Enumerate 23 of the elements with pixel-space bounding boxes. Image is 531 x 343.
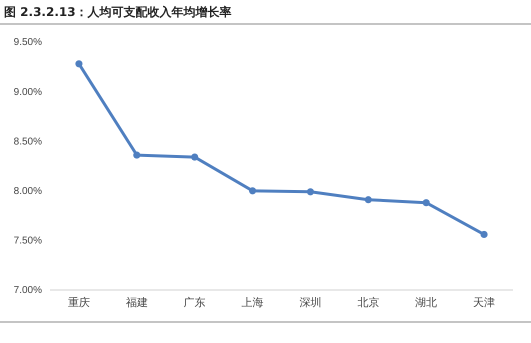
chart-title: 图 2.3.2.13：人均可支配收入年均增长率 <box>4 5 232 19</box>
point <box>191 154 198 161</box>
point <box>480 230 488 238</box>
y-tick-label: 8.00% <box>14 186 42 197</box>
point <box>422 199 430 206</box>
y-tick-label: 7.50% <box>14 236 42 247</box>
x-tick-label: 福建 <box>126 296 148 309</box>
point <box>306 188 314 196</box>
x-tick-label: 上海 <box>242 296 264 309</box>
point <box>75 60 83 68</box>
x-tick-label: 北京 <box>357 296 380 309</box>
x-tick-label: 广东 <box>184 296 206 309</box>
x-tick-label: 重庆 <box>68 296 90 309</box>
y-tick-label: 8.50% <box>14 136 42 148</box>
x-tick-label: 深圳 <box>299 296 322 309</box>
y-tick-label: 7.00% <box>14 285 42 296</box>
point <box>364 196 372 204</box>
point <box>133 152 140 159</box>
x-tick-label: 天津 <box>473 296 496 309</box>
point <box>248 187 256 194</box>
y-tick-label: 9.00% <box>14 86 42 98</box>
y-tick-label: 9.50% <box>14 37 42 48</box>
x-tick-label: 湖北 <box>415 296 438 309</box>
